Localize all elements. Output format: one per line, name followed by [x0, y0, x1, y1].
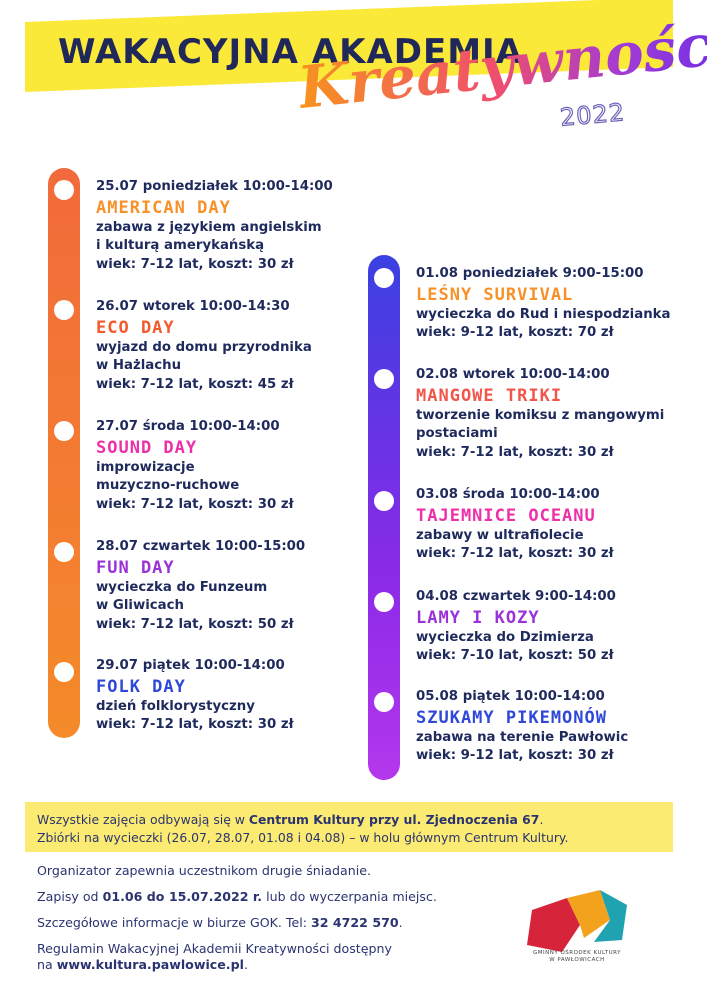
info-box: [25, 802, 673, 852]
footer-website: na www.kultura.pawlowice.pl.: [37, 957, 248, 972]
event-description: tworzenie komiksu z mangowymi postaciami: [416, 407, 665, 442]
footer-signup: Zapisy od 01.06 do 15.07.2022 r. lub do …: [37, 889, 437, 904]
gok-logo-text: GMINNY OŚRODEK KULTURY W PAWŁOWICACH: [522, 950, 632, 964]
footer-rules: Regulamin Wakacyjnej Akademii Kreatywnoś…: [37, 941, 392, 956]
event-szukamy-pikemonow: 05.08 piątek 10:00-14:00 SZUKAMY PIKEMON…: [416, 688, 628, 766]
event-name: AMERICAN DAY: [96, 197, 231, 218]
event-age-cost: wiek: 7-12 lat, koszt: 30 zł: [96, 496, 294, 512]
timeline-dot: [374, 491, 394, 511]
footer-website-end: .: [243, 957, 248, 972]
event-description: dzień folklorystyczny: [96, 698, 255, 714]
footer-signup-dates: 01.06 do 15.07.2022 r.: [102, 889, 263, 904]
timeline-dot: [54, 300, 74, 320]
footer-breakfast: Organizator zapewnia uczestnikom drugie …: [37, 863, 371, 878]
timeline-dot: [54, 180, 74, 200]
event-description: wycieczka do Dzimierza: [416, 629, 594, 645]
year-label: 2022: [558, 98, 627, 133]
event-fun-day: 28.07 czwartek 10:00-15:00 FUN DAY wycie…: [96, 538, 305, 634]
timeline-bar-left: [48, 168, 80, 738]
footer-website-text: na: [37, 957, 57, 972]
event-age-cost: wiek: 9-12 lat, koszt: 70 zł: [416, 325, 614, 340]
footer-details: Szczegółowe informacje w biurze GOK. Tel…: [37, 915, 403, 930]
event-description: zabawa na terenie Pawłowic: [416, 729, 629, 745]
gok-logo-text-line2: W PAWŁOWICACH: [549, 957, 605, 963]
event-lamy-i-kozy: 04.08 czwartek 9:00-14:00 LAMY I KOZY wy…: [416, 588, 616, 666]
info-location-venue: Centrum Kultury przy ul. Zjednoczenia 67: [248, 812, 540, 827]
event-description: zabawa z językiem angielskim i kulturą a…: [96, 219, 322, 254]
event-tajemnice-oceanu: 03.08 środa 10:00-14:00 TAJEMNICE OCEANU…: [416, 486, 614, 564]
info-meeting-points: Zbiórki na wycieczki (26.07, 28.07, 01.0…: [37, 830, 569, 845]
gok-logo-text-line1: GMINNY OŚRODEK KULTURY: [532, 950, 621, 956]
event-date: 02.08 wtorek 10:00-14:00: [416, 367, 610, 382]
event-mangowe-triki: 02.08 wtorek 10:00-14:00 MANGOWE TRIKI t…: [416, 366, 664, 462]
timeline-dot: [374, 369, 394, 389]
event-name: MANGOWE TRIKI: [416, 385, 563, 406]
footer-signup-end: lub do wyczerpania miejsc.: [262, 889, 437, 904]
event-name: LEŚNY SURVIVAL: [416, 284, 574, 305]
event-age-cost: wiek: 7-12 lat, koszt: 45 zł: [96, 376, 294, 392]
event-age-cost: wiek: 7-10 lat, koszt: 50 zł: [416, 648, 614, 663]
event-age-cost: wiek: 7-12 lat, koszt: 50 zł: [96, 616, 294, 632]
event-name: LAMY I KOZY: [416, 607, 540, 628]
event-age-cost: wiek: 9-12 lat, koszt: 30 zł: [416, 748, 614, 763]
footer-details-text: Szczegółowe informacje w biurze GOK. Tel…: [37, 915, 311, 930]
timeline-dot: [54, 542, 74, 562]
timeline-dot: [54, 421, 74, 441]
event-folk-day: 29.07 piątek 10:00-14:00 FOLK DAY dzień …: [96, 657, 294, 735]
event-date: 29.07 piątek 10:00-14:00: [96, 658, 285, 673]
timeline-dot: [54, 662, 74, 682]
event-date: 27.07 środa 10:00-14:00: [96, 419, 280, 434]
event-sound-day: 27.07 środa 10:00-14:00 SOUND DAY improw…: [96, 418, 294, 514]
event-description: zabawy w ultrafiolecie: [416, 527, 584, 543]
footer-phone: 32 4722 570: [310, 915, 399, 930]
event-name: ECO DAY: [96, 317, 175, 338]
event-american-day: 25.07 poniedziałek 10:00-14:00 AMERICAN …: [96, 178, 333, 274]
event-date: 28.07 czwartek 10:00-15:00: [96, 539, 306, 554]
footer-signup-text: Zapisy od: [37, 889, 103, 904]
event-date: 04.08 czwartek 9:00-14:00: [416, 589, 616, 604]
timeline-dot: [374, 692, 394, 712]
event-name: TAJEMNICE OCEANU: [416, 505, 596, 526]
event-age-cost: wiek: 7-12 lat, koszt: 30 zł: [96, 717, 294, 732]
event-age-cost: wiek: 7-12 lat, koszt: 30 zł: [416, 444, 614, 460]
timeline-dot: [374, 592, 394, 612]
event-date: 26.07 wtorek 10:00-14:30: [96, 299, 290, 314]
event-name: SOUND DAY: [96, 437, 198, 458]
event-date: 25.07 poniedziałek 10:00-14:00: [96, 179, 333, 194]
info-location-text: Wszystkie zajęcia odbywają się w: [37, 812, 249, 827]
event-lesny-survival: 01.08 poniedziałek 9:00-15:00 LEŚNY SURV…: [416, 265, 670, 343]
event-date: 05.08 piątek 10:00-14:00: [416, 689, 605, 704]
gok-logo-icon: [527, 890, 627, 952]
timeline-dot: [374, 268, 394, 288]
info-location: Wszystkie zajęcia odbywają się w Centrum…: [37, 812, 543, 827]
event-age-cost: wiek: 7-12 lat, koszt: 30 zł: [96, 256, 294, 272]
event-name: FUN DAY: [96, 557, 175, 578]
event-description: improwizacje muzyczno-ruchowe: [96, 459, 240, 494]
info-location-end: .: [539, 812, 544, 827]
event-name: FOLK DAY: [96, 676, 186, 697]
page-title: WAKACYJNA AKADEMIA: [58, 32, 523, 72]
footer-details-end: .: [398, 915, 403, 930]
event-description: wycieczka do Funzeum w Gliwicach: [96, 579, 268, 614]
event-description: wycieczka do Rud i niespodzianka: [416, 306, 671, 322]
event-age-cost: wiek: 7-12 lat, koszt: 30 zł: [416, 546, 614, 561]
event-eco-day: 26.07 wtorek 10:00-14:30 ECO DAY wyjazd …: [96, 298, 312, 394]
event-description: wyjazd do domu przyrodnika w Hażlachu: [96, 339, 312, 374]
event-date: 03.08 środa 10:00-14:00: [416, 487, 600, 502]
event-name: SZUKAMY PIKEMONÓW: [416, 707, 607, 728]
event-date: 01.08 poniedziałek 9:00-15:00: [416, 266, 644, 281]
website-link[interactable]: www.kultura.pawlowice.pl: [56, 957, 244, 972]
